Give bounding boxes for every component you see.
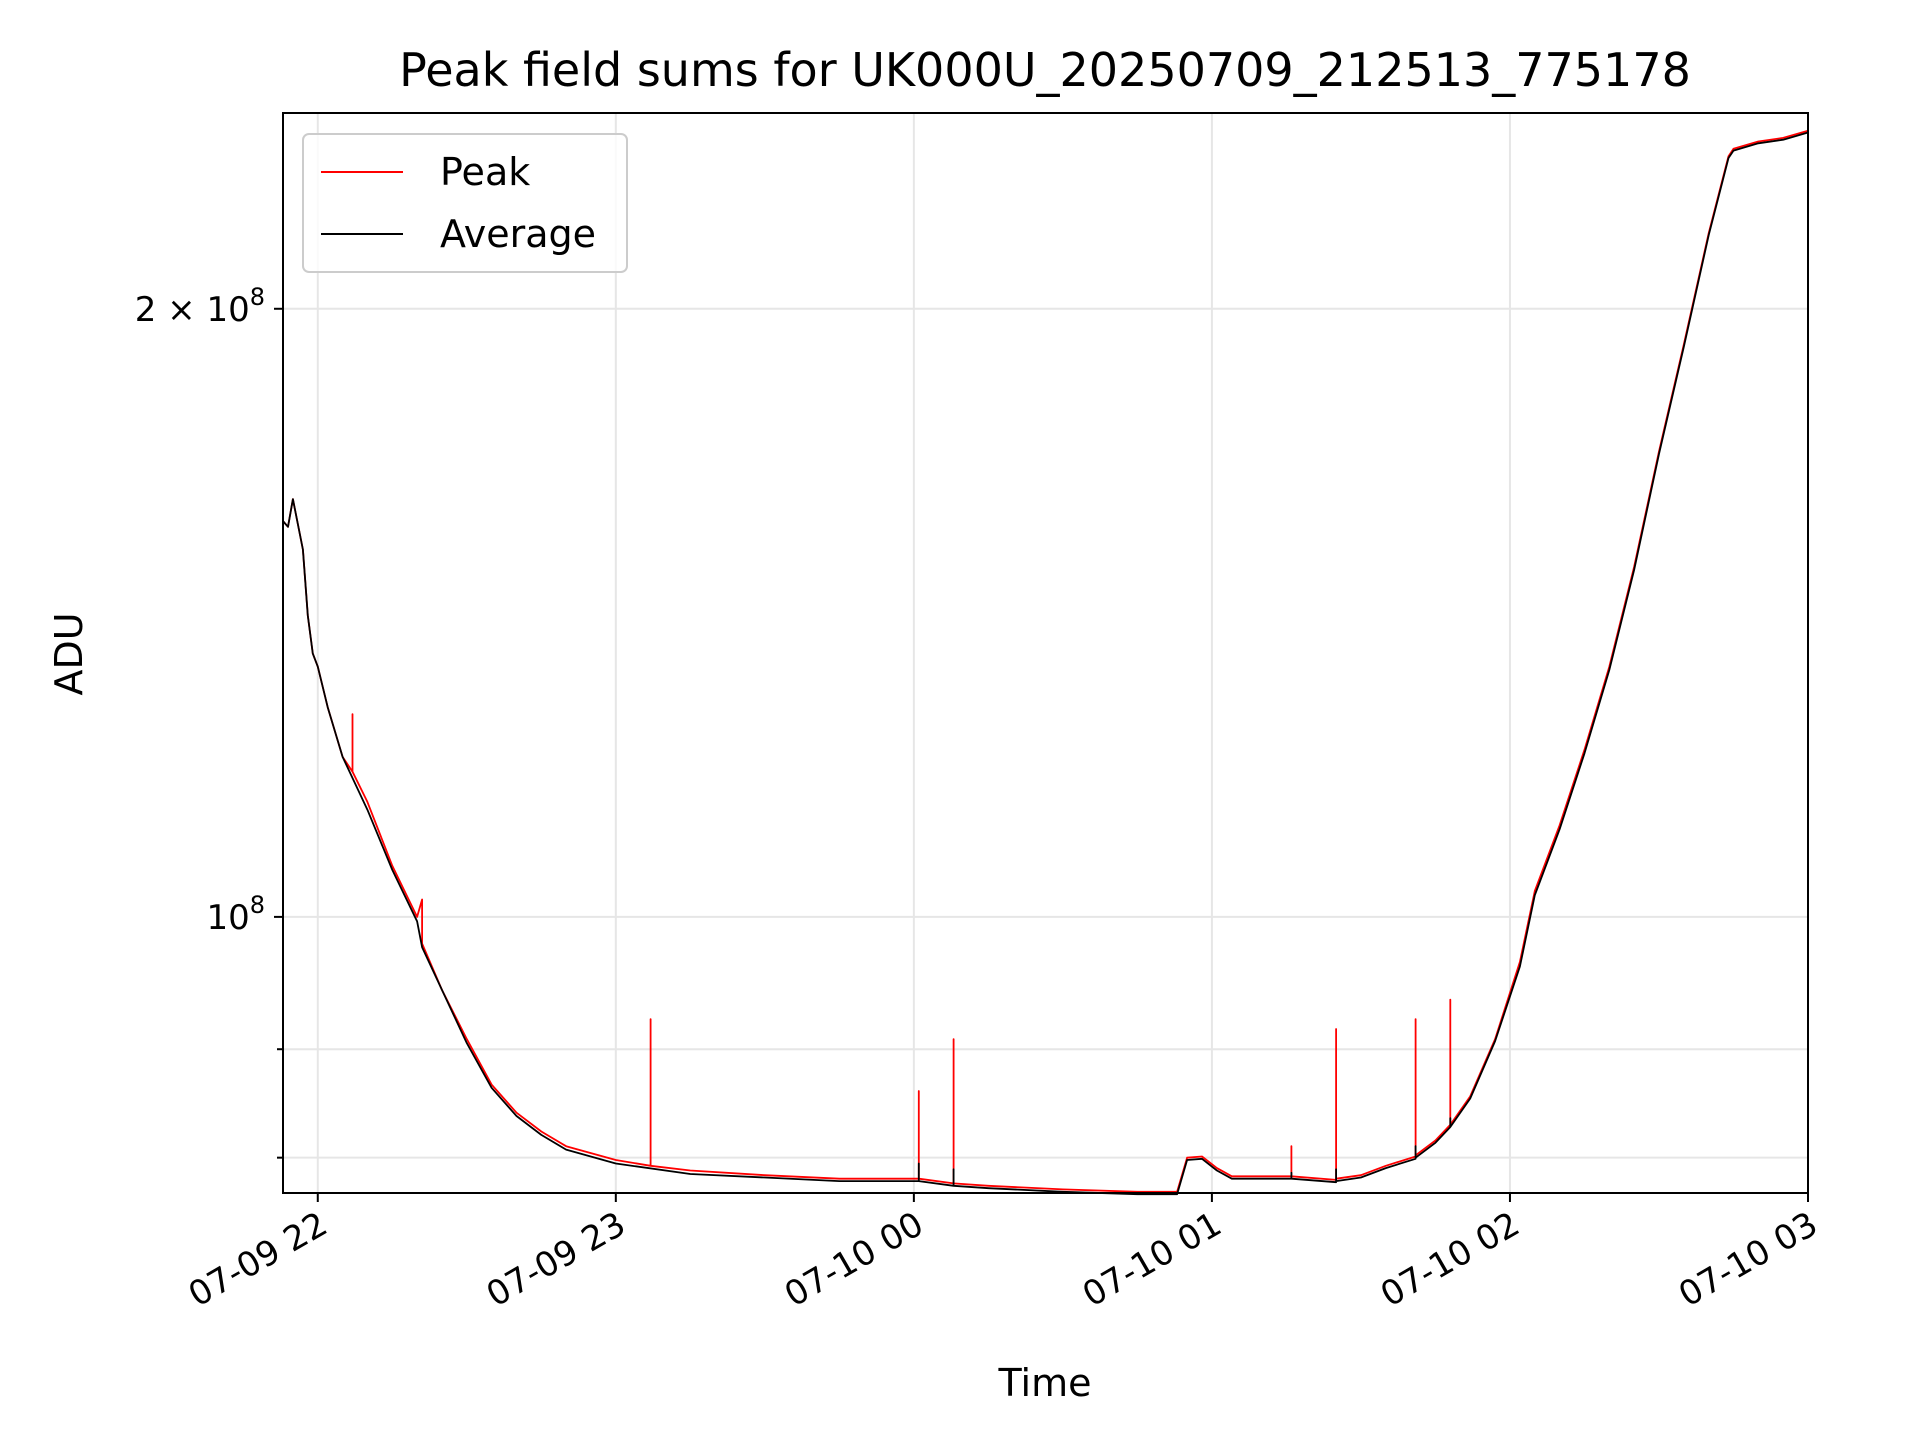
legend: Peak Average [302, 133, 628, 273]
average-series-line [282, 131, 1809, 1196]
y-tick-label: 2 × 108 [135, 283, 265, 330]
chart-title: Peak field sums for UK000U_20250709_2125… [399, 43, 1691, 97]
x-axis-label: Time [998, 1361, 1092, 1405]
plot-frame [282, 112, 1809, 1194]
y-tick-label: 108 [206, 891, 265, 938]
legend-peak-label: Peak [440, 150, 530, 194]
y-axis-label: ADU [47, 612, 91, 695]
series-lines [282, 129, 1809, 1196]
legend-box [302, 133, 628, 273]
legend-average-label: Average [440, 212, 596, 256]
